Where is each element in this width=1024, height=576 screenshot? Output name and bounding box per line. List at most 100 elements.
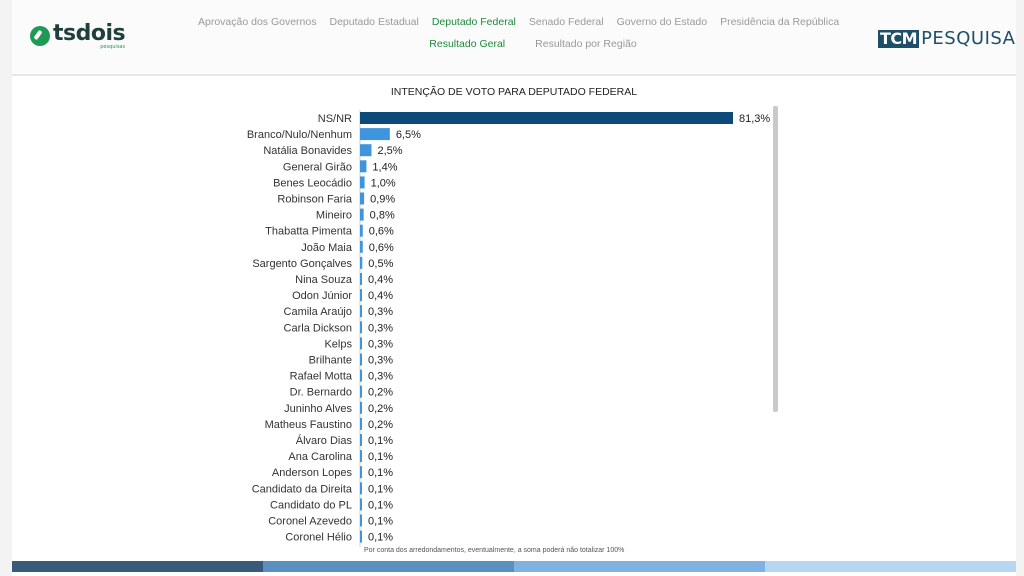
bar[interactable] [360, 273, 362, 285]
bar[interactable] [360, 530, 362, 543]
bottom-bar-segment [765, 561, 1016, 572]
category-label: Juninho Alves [284, 403, 352, 415]
bar[interactable] [360, 385, 362, 398]
category-label: Matheus Faustino [265, 419, 352, 431]
bar[interactable] [360, 466, 362, 479]
bar[interactable] [360, 192, 365, 205]
bar[interactable] [360, 224, 363, 237]
category-label: Nina Souza [295, 274, 353, 286]
value-label: 1,0% [371, 177, 396, 189]
value-label: 6,5% [396, 129, 421, 141]
value-label: 0,9% [370, 194, 395, 206]
nav-item-3[interactable]: Senado Federal [528, 16, 604, 28]
category-label: Benes Leocádio [273, 177, 352, 189]
value-label: 0,3% [368, 338, 393, 350]
value-label: 0,2% [368, 403, 393, 415]
value-label: 0,1% [368, 483, 393, 495]
bottom-bar-segment [514, 561, 765, 572]
value-label: 0,6% [369, 242, 394, 254]
category-label: Branco/Nulo/Nenhum [247, 129, 352, 141]
value-label: 0,6% [369, 226, 394, 238]
page-frame [12, 0, 1016, 576]
value-label: 0,1% [368, 516, 393, 528]
tcm-pesquisa-logo[interactable]: TCM PESQUISA [878, 28, 1015, 49]
value-label: 0,3% [368, 371, 393, 383]
nav-item-0[interactable]: Aprovação dos Governos [198, 16, 317, 28]
rounding-footnote: Por conta dos arredondamentos, eventualm… [364, 547, 625, 554]
tcm-logo-text: PESQUISA [921, 28, 1016, 49]
value-label: 0,4% [368, 290, 393, 302]
tcm-logo-box: TCM [878, 28, 920, 48]
bar[interactable] [360, 498, 362, 511]
tsdois-logo[interactable]: tsdois pesquisas [30, 21, 126, 50]
category-label: NS/NR [318, 113, 352, 125]
bar[interactable] [360, 514, 362, 527]
value-label: 81,3% [739, 113, 770, 125]
value-label: 0,1% [368, 467, 393, 479]
nav-item-1[interactable]: Deputado Estadual [329, 16, 419, 28]
category-label: Sargento Gonçalves [252, 258, 352, 270]
category-label: Rafael Motta [290, 371, 353, 383]
value-label: 0,3% [368, 355, 393, 367]
category-label: General Girão [283, 161, 352, 173]
value-label: 0,3% [368, 322, 393, 334]
category-label: Mineiro [316, 210, 352, 222]
bar[interactable] [360, 256, 363, 269]
bar[interactable] [360, 434, 362, 446]
bar[interactable] [360, 482, 362, 495]
nav-subitem-0[interactable]: Resultado Geral [429, 38, 506, 50]
bar[interactable] [360, 353, 362, 366]
nav-item-2[interactable]: Deputado Federal [431, 16, 516, 28]
value-label: 0,1% [368, 499, 393, 511]
main-nav: Aprovação dos Governos Deputado Estadual D… [198, 16, 848, 50]
bar[interactable] [360, 450, 362, 463]
category-label: Carla Dickson [284, 322, 352, 334]
value-label: 0,1% [368, 451, 393, 463]
value-label: 0,1% [368, 435, 393, 447]
category-label: Álvaro Dias [296, 434, 353, 447]
bar[interactable] [360, 305, 362, 318]
value-label: 0,5% [368, 258, 393, 270]
category-label: Ana Carolina [288, 451, 352, 463]
value-label: 0,3% [368, 306, 393, 318]
bar[interactable] [360, 112, 733, 124]
chart-title: INTENÇÃO DE VOTO PARA DEPUTADO FEDERAL [390, 86, 638, 98]
bar[interactable] [360, 369, 362, 382]
category-label: Coronel Hélio [285, 532, 352, 544]
header: tsdois pesquisas Aprovação dos Governos D… [12, 0, 1016, 76]
bar[interactable] [360, 128, 390, 141]
category-label: Camila Araújo [284, 306, 352, 318]
tsdois-logo-name: tsdois [53, 21, 126, 46]
nav-row-primary: Aprovação dos Governos Deputado Estadual D… [198, 16, 848, 28]
value-label: 0,4% [368, 274, 393, 286]
value-label: 0,2% [368, 419, 393, 431]
category-label: Thabatta Pimenta [265, 226, 353, 238]
bar[interactable] [360, 289, 362, 302]
nav-item-5[interactable]: Presidência da República [720, 16, 840, 28]
category-label: Anderson Lopes [272, 467, 353, 479]
chart-scrollbar[interactable] [773, 106, 778, 412]
bar[interactable] [360, 240, 363, 253]
bar[interactable] [360, 417, 362, 430]
category-label: Kelps [324, 338, 352, 350]
category-label: Candidato do PL [270, 499, 352, 511]
bar[interactable] [360, 160, 367, 173]
bar[interactable] [360, 401, 362, 414]
nav-subitem-1[interactable]: Resultado por Região [535, 38, 637, 50]
value-label: 0,2% [368, 387, 393, 399]
category-label: Brilhante [309, 355, 352, 367]
bar[interactable] [360, 176, 365, 189]
category-label: Coronel Azevedo [268, 516, 352, 528]
bar[interactable] [360, 321, 362, 334]
tsdois-logo-sub: pesquisas [100, 44, 126, 50]
bar[interactable] [360, 208, 364, 221]
bar[interactable] [360, 337, 362, 350]
value-label: 1,4% [372, 161, 397, 173]
bar[interactable] [360, 144, 372, 157]
category-label: Odon Júnior [292, 290, 352, 302]
category-label: Candidato da Direita [252, 483, 353, 495]
category-label: Natália Bonavides [263, 145, 352, 157]
category-label: Dr. Bernardo [290, 387, 352, 399]
nav-item-4[interactable]: Governo do Estado [616, 16, 708, 28]
category-label: João Maia [301, 242, 353, 254]
